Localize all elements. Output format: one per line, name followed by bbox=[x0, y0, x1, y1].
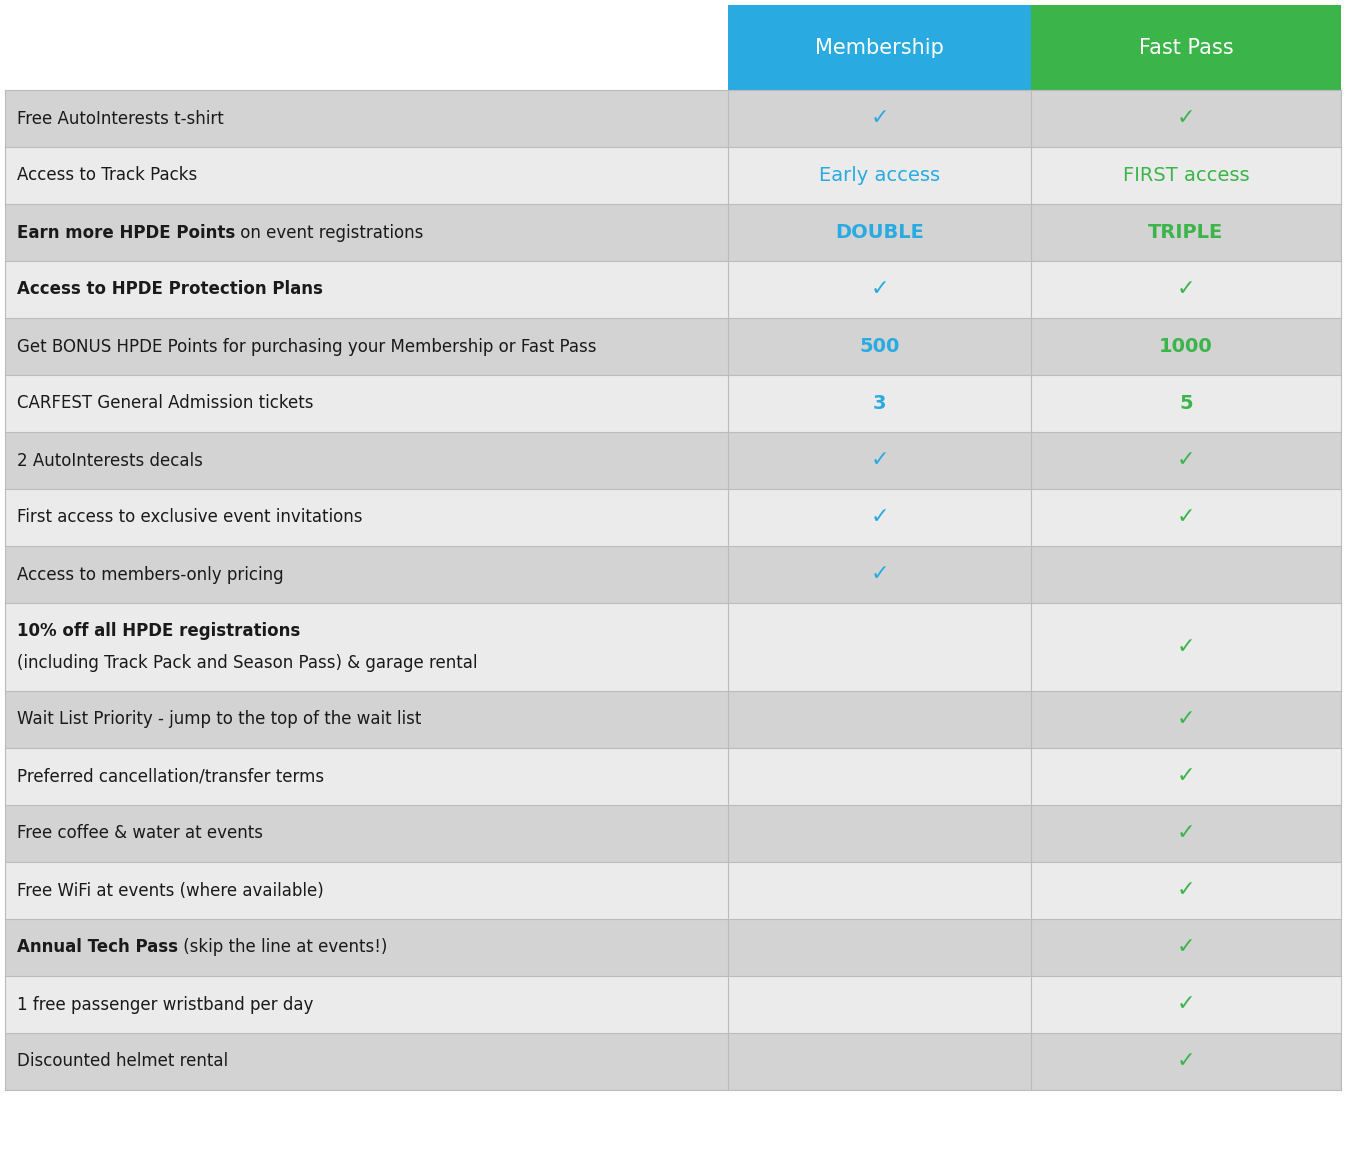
Text: Get BONUS HPDE Points for purchasing your Membership or Fast Pass: Get BONUS HPDE Points for purchasing you… bbox=[17, 338, 596, 355]
Text: Access to members-only pricing: Access to members-only pricing bbox=[17, 566, 284, 583]
Text: on event registrations: on event registrations bbox=[236, 224, 424, 241]
Text: ✓: ✓ bbox=[1176, 1051, 1195, 1072]
Text: ✓: ✓ bbox=[1176, 767, 1195, 786]
Text: Membership: Membership bbox=[816, 37, 944, 58]
Text: ✓: ✓ bbox=[1176, 824, 1195, 843]
Text: ✓: ✓ bbox=[1176, 880, 1195, 900]
Text: 500: 500 bbox=[859, 338, 899, 356]
Text: (skip the line at events!): (skip the line at events!) bbox=[178, 938, 388, 957]
Text: Free coffee & water at events: Free coffee & water at events bbox=[17, 825, 262, 842]
Text: Annual Tech Pass: Annual Tech Pass bbox=[17, 938, 178, 957]
Bar bbox=[5, 805, 1341, 862]
Text: ✓: ✓ bbox=[870, 280, 888, 299]
Bar bbox=[5, 603, 1341, 691]
Bar bbox=[5, 204, 1341, 261]
Text: 1 free passenger wristband per day: 1 free passenger wristband per day bbox=[17, 995, 314, 1014]
Text: First access to exclusive event invitations: First access to exclusive event invitati… bbox=[17, 508, 362, 527]
Text: Early access: Early access bbox=[818, 166, 940, 184]
Text: Access to Track Packs: Access to Track Packs bbox=[17, 167, 198, 184]
Text: ✓: ✓ bbox=[870, 508, 888, 528]
Text: 1000: 1000 bbox=[1159, 338, 1213, 356]
Bar bbox=[5, 375, 1341, 432]
Bar bbox=[5, 976, 1341, 1034]
Text: ✓: ✓ bbox=[1176, 937, 1195, 957]
Bar bbox=[5, 318, 1341, 375]
Text: Discounted helmet rental: Discounted helmet rental bbox=[17, 1052, 227, 1071]
Text: Free AutoInterests t-shirt: Free AutoInterests t-shirt bbox=[17, 109, 223, 128]
Text: DOUBLE: DOUBLE bbox=[835, 223, 923, 242]
Bar bbox=[5, 147, 1341, 204]
Text: 10% off all HPDE registrations: 10% off all HPDE registrations bbox=[17, 622, 300, 640]
Bar bbox=[5, 862, 1341, 919]
Text: ✓: ✓ bbox=[1176, 109, 1195, 129]
Text: (including Track Pack and Season Pass) & garage rental: (including Track Pack and Season Pass) &… bbox=[17, 654, 478, 672]
Text: Wait List Priority - jump to the top of the wait list: Wait List Priority - jump to the top of … bbox=[17, 710, 421, 728]
Bar bbox=[5, 432, 1341, 490]
Text: ✓: ✓ bbox=[870, 109, 888, 129]
Bar bbox=[5, 919, 1341, 976]
Text: 2 AutoInterests decals: 2 AutoInterests decals bbox=[17, 451, 203, 470]
Bar bbox=[5, 546, 1341, 603]
Text: TRIPLE: TRIPLE bbox=[1148, 223, 1224, 242]
Text: ✓: ✓ bbox=[1176, 450, 1195, 471]
Bar bbox=[5, 490, 1341, 546]
Bar bbox=[5, 748, 1341, 805]
Text: ✓: ✓ bbox=[1176, 280, 1195, 299]
Text: ✓: ✓ bbox=[870, 450, 888, 471]
Text: ✓: ✓ bbox=[1176, 994, 1195, 1015]
Text: ✓: ✓ bbox=[1176, 710, 1195, 730]
Bar bbox=[5, 90, 1341, 147]
Bar bbox=[728, 5, 1031, 90]
Text: Fast Pass: Fast Pass bbox=[1139, 37, 1233, 58]
Text: 5: 5 bbox=[1179, 394, 1193, 413]
Text: ✓: ✓ bbox=[1176, 637, 1195, 657]
Text: FIRST access: FIRST access bbox=[1123, 166, 1249, 184]
Text: Earn more HPDE Points: Earn more HPDE Points bbox=[17, 224, 236, 241]
Text: Preferred cancellation/transfer terms: Preferred cancellation/transfer terms bbox=[17, 768, 324, 785]
Text: Access to HPDE Protection Plans: Access to HPDE Protection Plans bbox=[17, 281, 323, 298]
Bar bbox=[5, 261, 1341, 318]
Text: CARFEST General Admission tickets: CARFEST General Admission tickets bbox=[17, 394, 314, 413]
Bar bbox=[5, 1034, 1341, 1090]
Bar bbox=[5, 691, 1341, 748]
Text: ✓: ✓ bbox=[870, 565, 888, 585]
Text: ✓: ✓ bbox=[1176, 508, 1195, 528]
Text: Free WiFi at events (where available): Free WiFi at events (where available) bbox=[17, 882, 324, 899]
Text: 3: 3 bbox=[872, 394, 886, 413]
Bar bbox=[1031, 5, 1341, 90]
